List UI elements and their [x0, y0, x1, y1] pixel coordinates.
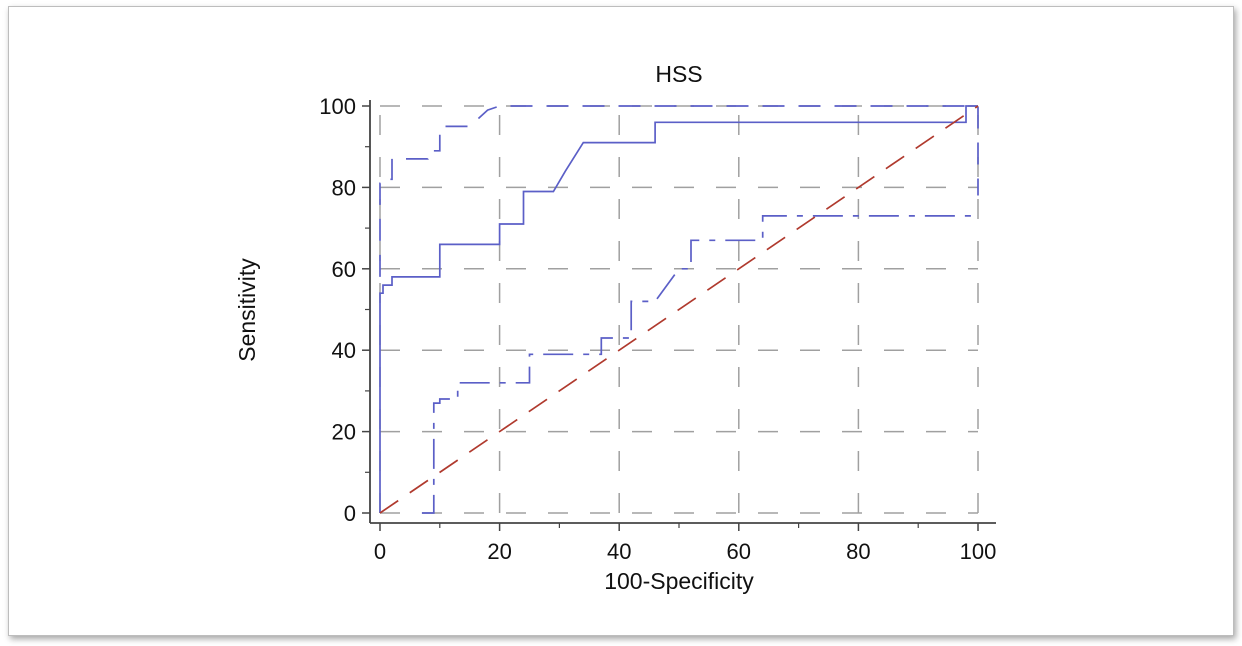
x-tick-label-4: 80: [846, 539, 870, 564]
x-tick-label-1: 20: [487, 539, 511, 564]
y-axis-label: Sensitivity: [234, 258, 260, 362]
chart-frame: [8, 6, 1234, 636]
x-tick-label-3: 60: [727, 539, 751, 564]
series-lines: [379, 105, 979, 514]
x-tick-label-2: 40: [607, 539, 631, 564]
upper-ci-line: [379, 105, 979, 277]
y-tick-label-0: 0: [344, 501, 356, 526]
x-tick-label-0: 0: [374, 539, 386, 564]
axes: 0 20 40 60 80 100 0 20 40 60 80 100: [319, 94, 996, 564]
x-tick-label-5: 100: [960, 539, 997, 564]
chart-title: HSS: [655, 61, 702, 87]
grid-lines: [379, 105, 979, 514]
lower-ci-line: [421, 215, 978, 514]
y-tick-label-1: 20: [332, 420, 356, 445]
roc-line: [379, 105, 978, 513]
y-tick-label-3: 60: [332, 257, 356, 282]
diagonal-line: [379, 105, 979, 514]
x-axis-label: 100-Specificity: [604, 568, 754, 594]
y-tick-label-5: 100: [319, 94, 356, 119]
y-tick-label-4: 80: [332, 175, 356, 200]
y-tick-label-2: 40: [332, 338, 356, 363]
